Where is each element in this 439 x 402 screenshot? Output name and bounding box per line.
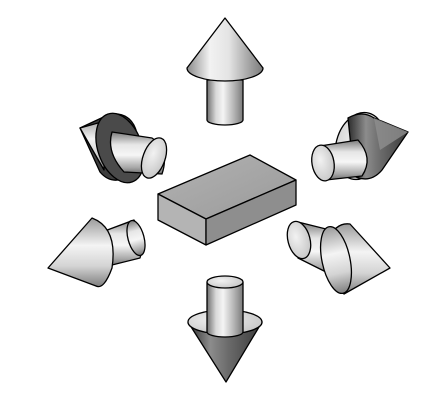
- arrow-upper-right-shaft-cap: [311, 144, 335, 182]
- arrow-lower-left-cone: [47, 217, 114, 288]
- arrow-lower-left-shaft-end: [126, 219, 146, 257]
- arrow-upper-right-cone-highlight: [374, 118, 408, 150]
- arrow-upper-right: [311, 111, 409, 182]
- arrow-up: [186, 17, 264, 126]
- arrow-lower-right-shaft-cap: [286, 220, 312, 260]
- arrow-up-shaft: [206, 79, 244, 126]
- arrow-lower-right-cone-base: [319, 225, 353, 295]
- arrow-upper-left-shaft-cap: [140, 137, 168, 179]
- arrow-lower-left: [47, 217, 146, 288]
- arrow-down-shaft: [206, 281, 244, 338]
- arrow-upper-left: [79, 112, 168, 184]
- arrow-down-shaft-cap: [206, 275, 244, 289]
- arrow-down: [187, 275, 263, 383]
- center-block-right-face: [205, 179, 297, 246]
- arrow-up-cone: [186, 17, 264, 82]
- center-block: [157, 154, 297, 246]
- arrow-lower-right: [286, 220, 391, 295]
